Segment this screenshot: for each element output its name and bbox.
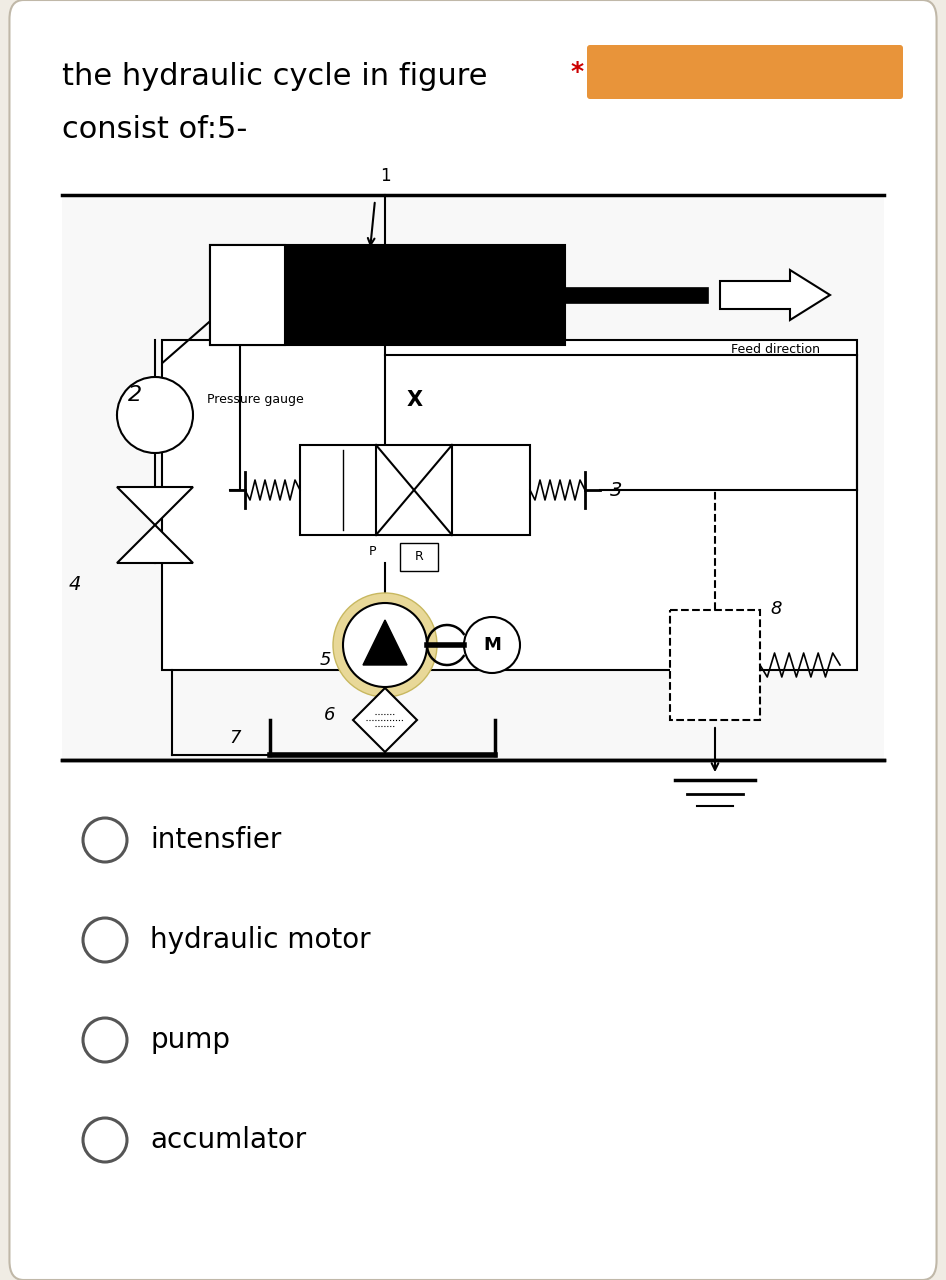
Bar bbox=[162, 340, 857, 669]
Bar bbox=[670, 611, 760, 719]
FancyBboxPatch shape bbox=[587, 45, 903, 99]
Text: 5: 5 bbox=[319, 652, 331, 669]
Text: 6: 6 bbox=[324, 707, 336, 724]
Text: 7: 7 bbox=[229, 730, 240, 748]
Bar bbox=[285, 244, 565, 346]
Text: the hydraulic cycle in figure: the hydraulic cycle in figure bbox=[62, 61, 487, 91]
Text: pump: pump bbox=[150, 1027, 230, 1053]
Bar bbox=[300, 445, 530, 535]
Text: M: M bbox=[483, 636, 501, 654]
Polygon shape bbox=[117, 486, 193, 525]
Text: Pressure gauge: Pressure gauge bbox=[207, 393, 304, 407]
FancyArrow shape bbox=[720, 270, 830, 320]
Polygon shape bbox=[117, 525, 193, 563]
Circle shape bbox=[343, 603, 427, 687]
Text: 4: 4 bbox=[69, 575, 81, 594]
Bar bbox=[62, 195, 884, 760]
Text: X: X bbox=[407, 390, 423, 410]
Text: Feed direction: Feed direction bbox=[730, 343, 819, 356]
Polygon shape bbox=[353, 689, 417, 751]
Text: 1: 1 bbox=[379, 166, 391, 186]
Circle shape bbox=[83, 1018, 127, 1062]
Circle shape bbox=[83, 818, 127, 861]
Circle shape bbox=[333, 593, 437, 698]
Text: R: R bbox=[414, 550, 424, 563]
Circle shape bbox=[83, 918, 127, 963]
Bar bbox=[400, 543, 438, 571]
Bar bbox=[210, 244, 565, 346]
Circle shape bbox=[464, 617, 520, 673]
Circle shape bbox=[83, 1117, 127, 1162]
Text: 8: 8 bbox=[770, 600, 781, 618]
Bar bbox=[210, 244, 285, 346]
Text: accumlator: accumlator bbox=[150, 1126, 307, 1155]
Text: 2: 2 bbox=[128, 385, 142, 404]
Text: intensfier: intensfier bbox=[150, 826, 281, 854]
Polygon shape bbox=[363, 620, 407, 666]
Text: 3: 3 bbox=[610, 480, 622, 499]
Text: P: P bbox=[368, 545, 376, 558]
Text: hydraulic motor: hydraulic motor bbox=[150, 925, 371, 954]
Text: *: * bbox=[570, 60, 583, 84]
Circle shape bbox=[117, 378, 193, 453]
Text: consist of:5-: consist of:5- bbox=[62, 115, 247, 143]
